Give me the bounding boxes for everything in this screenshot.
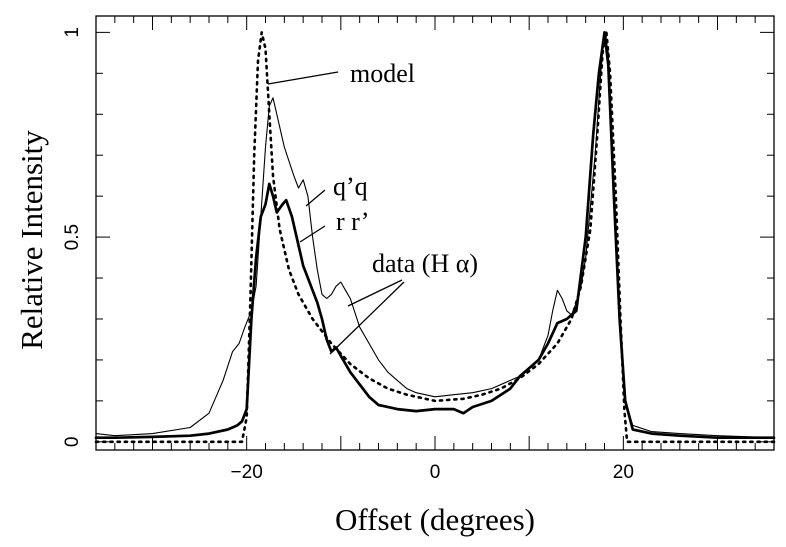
qq-leader-line bbox=[305, 189, 326, 207]
annotations: model q’q r r’ data (H α) bbox=[267, 59, 478, 355]
y-axis-title: Relative Intensity bbox=[14, 130, 49, 350]
series-line-qq bbox=[95, 31, 775, 439]
y-tick-label: 1 bbox=[62, 27, 83, 38]
x-tick-label: −20 bbox=[231, 462, 263, 483]
x-tick-label: 20 bbox=[613, 462, 634, 483]
model-leader-line bbox=[267, 71, 339, 85]
series-layer bbox=[94, 31, 776, 444]
annotation-rr: r r’ bbox=[336, 207, 369, 236]
data-leader-line-lower bbox=[329, 281, 405, 355]
annotation-model: model bbox=[350, 59, 415, 88]
y-tick-label: 0 bbox=[62, 437, 83, 448]
axis-ticks bbox=[95, 16, 775, 450]
rr-leader-line bbox=[299, 225, 326, 243]
data-leader-line-upper bbox=[347, 279, 403, 307]
x-tick-label: 0 bbox=[430, 462, 441, 483]
annotation-qq: q’q bbox=[333, 172, 368, 201]
series-line-rr bbox=[94, 31, 776, 440]
tick-labels: −20 0 20 0 0.5 1 bbox=[62, 27, 634, 483]
plot-frame bbox=[95, 15, 775, 451]
x-axis-title: Offset (degrees) bbox=[335, 502, 535, 537]
y-tick-label: 0.5 bbox=[62, 224, 83, 250]
series-line-model bbox=[94, 31, 776, 444]
annotation-data: data (H α) bbox=[372, 249, 478, 278]
